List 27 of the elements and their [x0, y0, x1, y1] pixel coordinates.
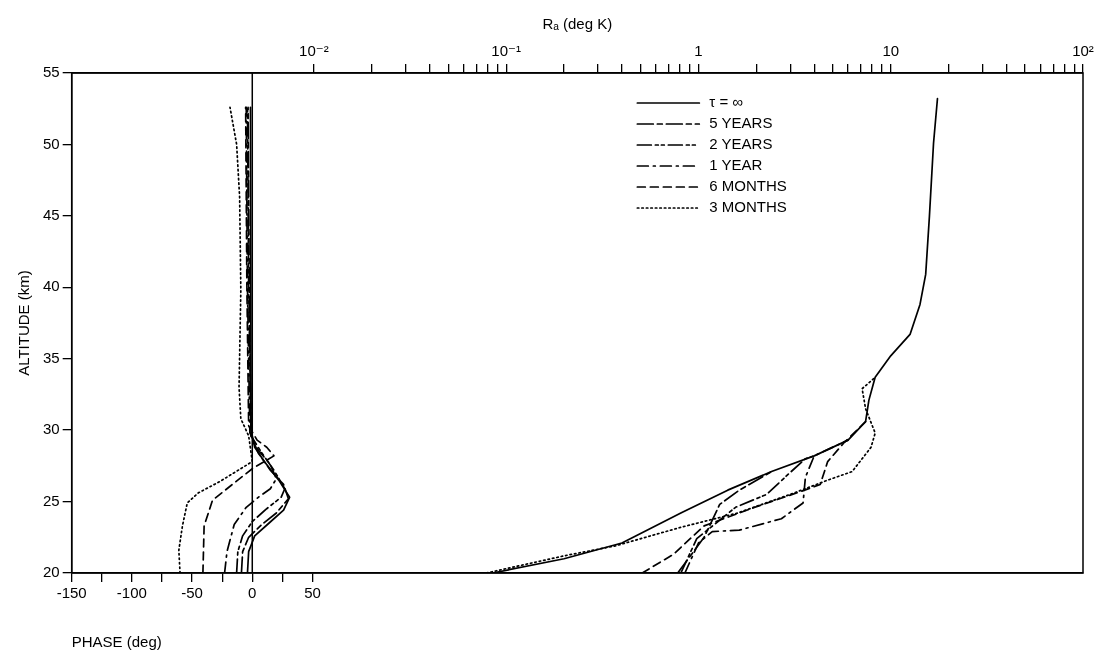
x-tick-label: -100 — [116, 584, 147, 602]
y-tick-label: 30 — [43, 420, 60, 438]
x2-tick-label: 10⁻² — [299, 42, 329, 60]
legend-label: 5 YEARS — [709, 114, 773, 132]
y-tick-label: 55 — [43, 63, 60, 81]
x-tick-label: 50 — [304, 584, 321, 602]
y-tick-label: 20 — [43, 563, 60, 581]
y-tick-label: 50 — [43, 134, 60, 152]
y-tick-label: 45 — [43, 206, 60, 223]
x2-tick-label: 1 — [694, 42, 703, 60]
y-axis-title: ALTITUDE (km) — [15, 270, 33, 376]
x2-tick-label: 10⁻¹ — [491, 42, 521, 60]
legend-label: 6 MONTHS — [709, 177, 787, 195]
y-tick-label: 35 — [43, 348, 60, 366]
x2-axis-title: Rₐ (deg K) — [542, 15, 613, 33]
x-axis-title: PHASE (deg) — [71, 633, 162, 651]
y-tick-label: 25 — [43, 491, 60, 509]
legend-label: τ = ∞ — [709, 93, 744, 111]
y-tick-label: 40 — [43, 277, 60, 295]
x-tick-label: 0 — [248, 584, 257, 602]
legend-label: 3 MONTHS — [709, 198, 787, 216]
x-tick-label: -50 — [181, 584, 203, 602]
x2-tick-label: 10² — [1072, 42, 1094, 60]
legend-label: 2 YEARS — [709, 135, 773, 153]
x2-tick-label: 10 — [882, 42, 900, 60]
x-tick-label: -150 — [56, 584, 87, 602]
legend-label: 1 YEAR — [709, 156, 763, 174]
